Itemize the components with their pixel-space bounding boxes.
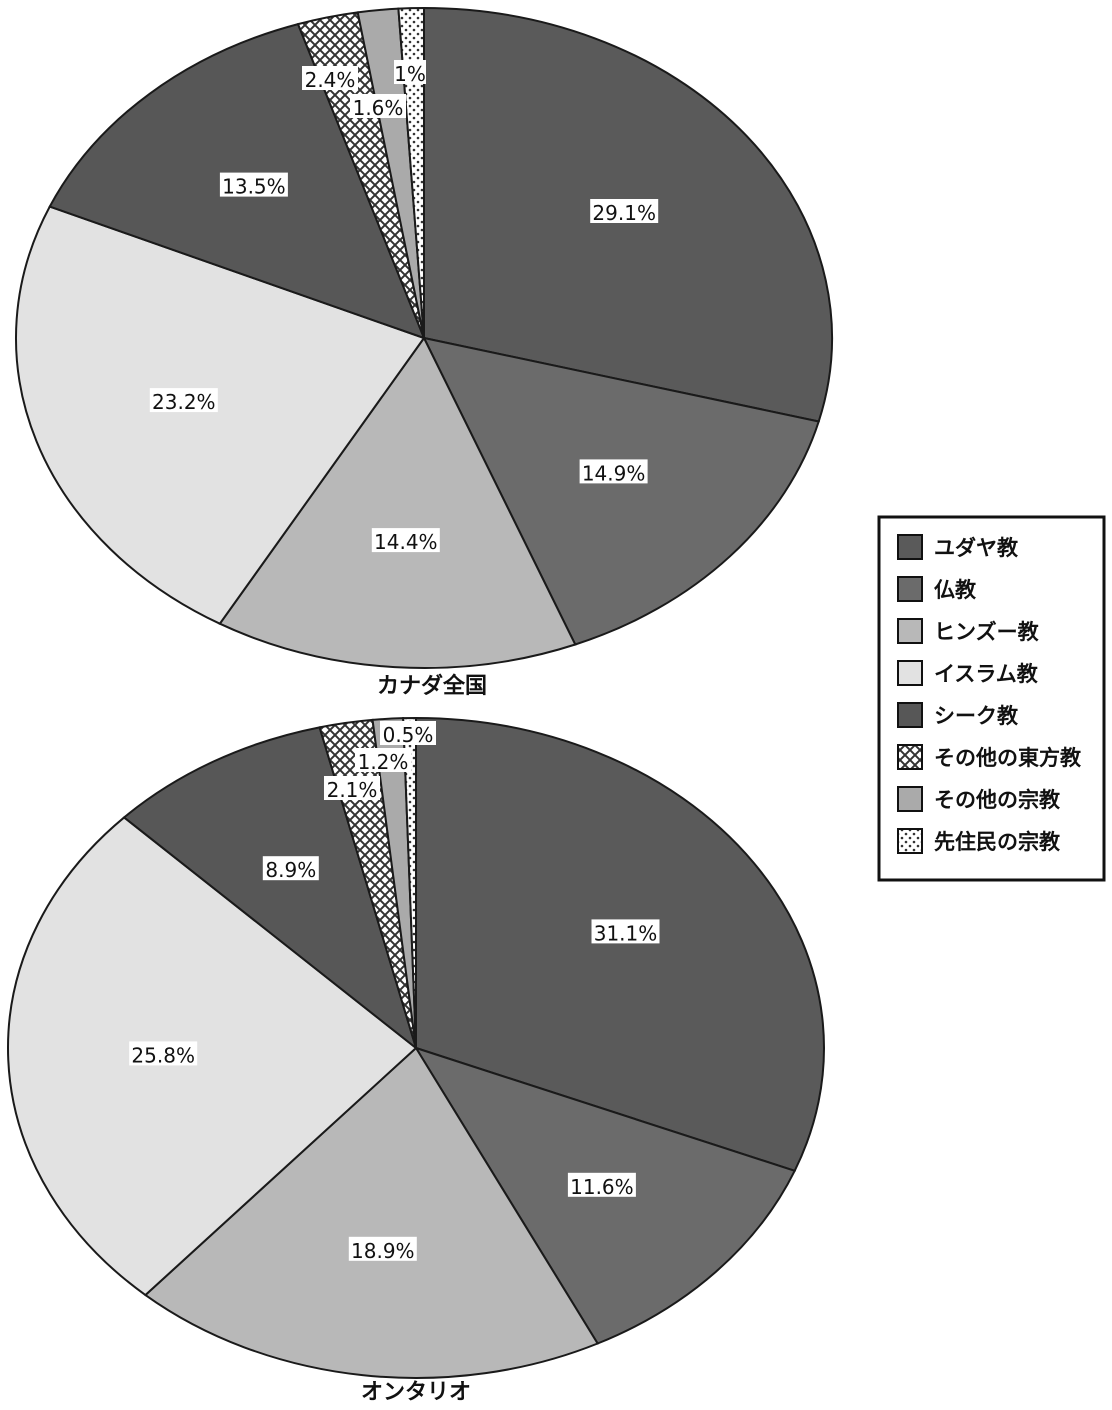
data-label: 14.4% [374, 530, 438, 554]
data-label: 0.5% [383, 723, 434, 747]
data-label-bg [262, 856, 319, 881]
data-label-bg [302, 66, 358, 90]
legend-swatch [897, 576, 923, 602]
legend-swatch [897, 618, 923, 644]
data-label: 29.1% [592, 201, 656, 225]
pie-slice-canada-7 [397, 6, 425, 339]
pie-slice-ontario-0 [415, 716, 825, 1173]
data-label-bg [219, 172, 288, 197]
legend-swatch [897, 702, 923, 728]
data-label-bg [590, 199, 659, 223]
data-label: 25.8% [131, 1043, 195, 1067]
data-label-bg [149, 388, 218, 413]
pie-title-ontario: オンタリオ [361, 1380, 471, 1405]
data-label: 2.4% [305, 68, 356, 92]
data-label: 8.9% [265, 858, 316, 882]
data-label: 11.6% [570, 1175, 634, 1199]
pie-title-canada: カナダ全国 [377, 673, 487, 699]
data-label-bg [355, 748, 411, 772]
data-label: 14.9% [582, 461, 646, 485]
pie-slice-ontario-7 [402, 716, 417, 1049]
data-label-bg [591, 919, 660, 944]
data-label-bg [380, 721, 436, 745]
legend-swatch [897, 828, 923, 854]
data-label: 1.6% [353, 96, 404, 120]
legend-label: 仏教 [934, 578, 977, 602]
pie-slice-ontario-3 [7, 816, 418, 1297]
data-label: 2.1% [327, 778, 378, 802]
legend-swatch [897, 786, 923, 812]
legend-label: イスラム教 [934, 662, 1039, 686]
data-label: 13.5% [222, 175, 286, 199]
pie-slice-ontario-2 [143, 1046, 600, 1379]
legend-swatch [897, 744, 923, 770]
legend-label: その他の東方教 [934, 746, 1082, 770]
data-label: 1% [394, 62, 426, 86]
pie-slice-canada-1 [422, 336, 821, 646]
data-label-bg [129, 1041, 198, 1066]
pie-chart-ontario: 31.1% 11.6% 18.9% 25.8% 8.9% 2.1% 1.2% 0.5% [7, 716, 825, 1379]
data-label: 31.1% [594, 921, 658, 945]
data-label: 18.9% [351, 1239, 415, 1263]
legend-swatch [897, 534, 923, 560]
pie-slice-canada-2 [218, 336, 577, 669]
legend-label: ヒンズー教 [934, 620, 1040, 644]
data-label-bg [371, 528, 440, 553]
data-label-bg [324, 776, 380, 800]
legend-label: 先住民の宗教 [934, 830, 1061, 854]
data-label-bg [394, 60, 426, 84]
data-label-bg [567, 1172, 636, 1197]
data-label-bg [350, 94, 406, 118]
legend-swatch [897, 660, 923, 686]
legend-label: その他の宗教 [934, 788, 1061, 812]
data-label: 23.2% [152, 390, 216, 414]
data-label-bg [348, 1236, 417, 1261]
legend-label: ユダヤ教 [934, 536, 1019, 560]
legend-box [877, 515, 1106, 882]
legend-label: シーク教 [934, 704, 1019, 728]
pie-slice-canada-3 [15, 205, 426, 625]
data-label-bg [579, 459, 648, 484]
pie-chart-canada: 29.1% 14.9% 14.4% 23.2% 13.5% 2.4% 1.6% 1% [15, 6, 833, 669]
data-label: 1.2% [358, 750, 409, 774]
